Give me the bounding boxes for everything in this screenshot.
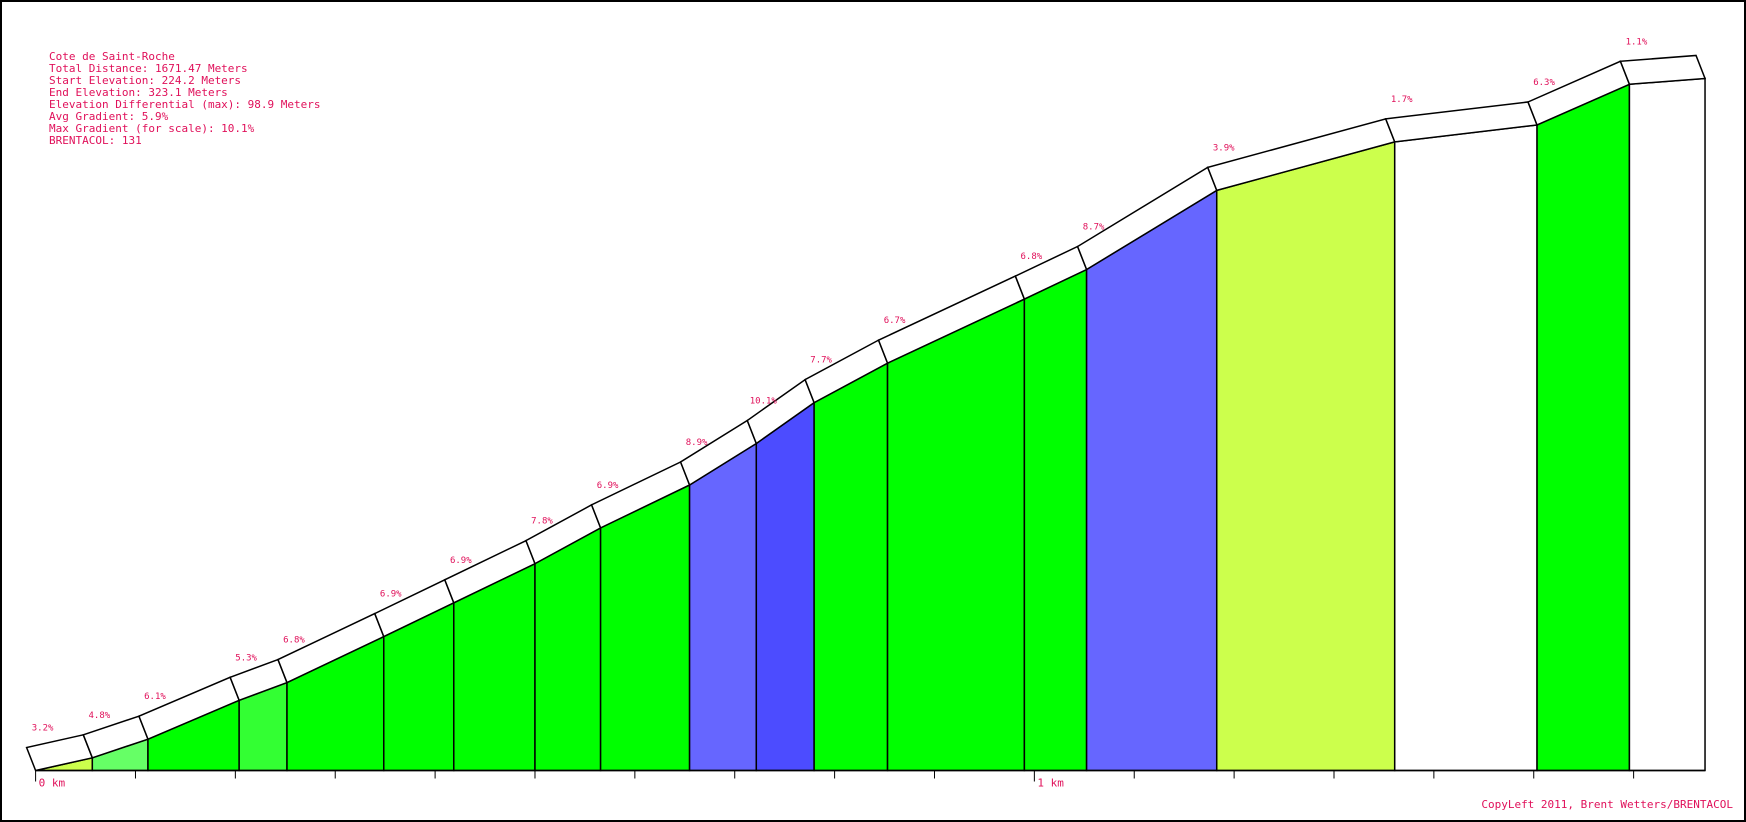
segment bbox=[1393, 124, 1538, 772]
gradient-label: 1.1% bbox=[1626, 37, 1648, 47]
gradient-label: 7.8% bbox=[531, 517, 553, 527]
gradient-label: 8.7% bbox=[1083, 223, 1105, 233]
segment bbox=[1536, 83, 1631, 772]
segment bbox=[813, 361, 889, 772]
info-line: End Elevation: 323.1 Meters bbox=[49, 86, 228, 99]
segment bbox=[1085, 189, 1218, 772]
gradient-label: 8.9% bbox=[686, 438, 708, 448]
gradient-label: 6.1% bbox=[144, 692, 166, 702]
x-tick-label: 0 km bbox=[39, 777, 66, 790]
segment bbox=[688, 442, 758, 772]
gradient-label: 5.3% bbox=[235, 653, 257, 663]
gradient-label: 6.9% bbox=[450, 556, 472, 566]
segment bbox=[1628, 77, 1706, 772]
gradient-label: 7.7% bbox=[810, 356, 832, 366]
gradient-label: 3.2% bbox=[32, 724, 54, 734]
segment bbox=[1023, 268, 1088, 772]
info-line: Start Elevation: 224.2 Meters bbox=[49, 74, 241, 87]
gradient-label: 6.9% bbox=[380, 590, 402, 600]
segment bbox=[534, 526, 602, 772]
copyright: CopyLeft 2011, Brent Wetters/BRENTACOL bbox=[1481, 798, 1733, 811]
segment bbox=[755, 401, 815, 772]
gradient-label: 6.8% bbox=[283, 636, 305, 646]
info-line: Elevation Differential (max): 98.9 Meter… bbox=[49, 98, 321, 111]
segment bbox=[886, 297, 1026, 772]
info-line: Avg Gradient: 5.9% bbox=[49, 110, 169, 123]
gradient-label: 6.7% bbox=[884, 316, 906, 326]
gradient-label: 1.7% bbox=[1391, 95, 1413, 105]
gradient-label: 3.9% bbox=[1213, 143, 1235, 153]
info-line: Cote de Saint-Roche bbox=[49, 50, 175, 63]
info-line: Max Gradient (for scale): 10.1% bbox=[49, 122, 255, 135]
info-line: Total Distance: 1671.47 Meters bbox=[49, 62, 248, 75]
gradient-label: 6.8% bbox=[1021, 252, 1043, 262]
gradient-label: 6.9% bbox=[597, 481, 619, 491]
x-tick-label: 1 km bbox=[1037, 777, 1064, 790]
ribbon bbox=[1619, 54, 1707, 86]
segment bbox=[1215, 140, 1396, 772]
info-line: BRENTACOL: 131 bbox=[49, 134, 142, 147]
segment bbox=[599, 483, 691, 772]
gradient-label: 6.3% bbox=[1533, 78, 1555, 88]
gradient-label: 4.8% bbox=[88, 711, 110, 721]
gradient-label: 10.1% bbox=[750, 396, 778, 406]
